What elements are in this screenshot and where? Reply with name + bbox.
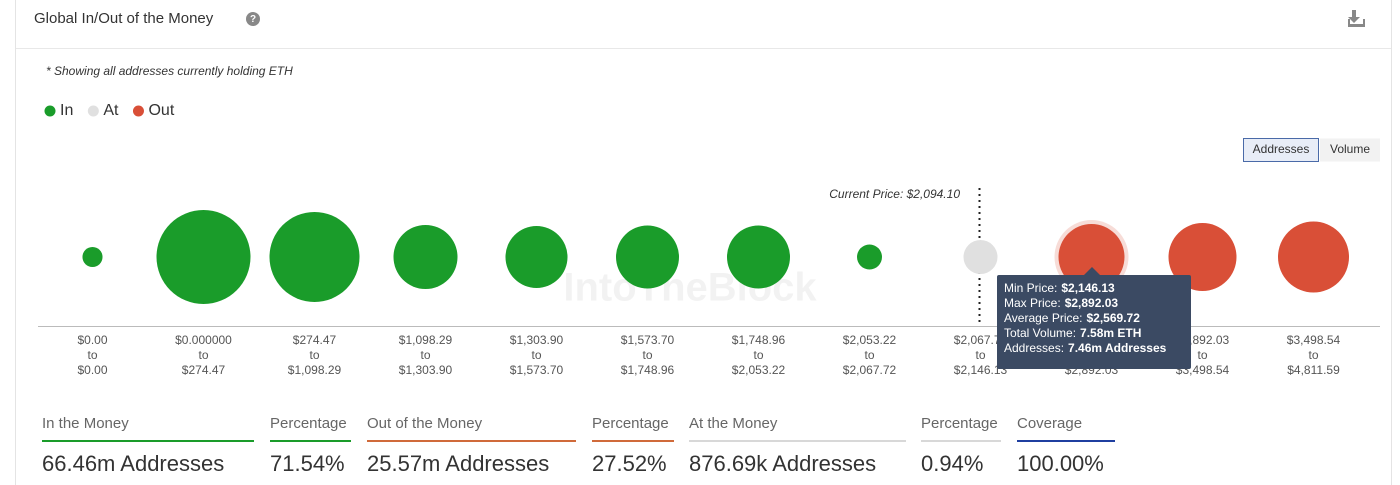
range-from: $274.47: [293, 333, 337, 347]
tooltip-label: Max Price:: [1004, 296, 1061, 310]
tooltip-value: $2,569.72: [1087, 311, 1141, 325]
summary-label: Percentage: [921, 415, 998, 432]
bubble: [1058, 224, 1125, 290]
current-price-label: Current Price: $2,094.10: [829, 187, 960, 201]
tooltip-label: Average Price:: [1004, 311, 1083, 325]
summary-underline: [270, 440, 351, 442]
legend-marker: [87, 105, 99, 117]
note: * Showing all addresses currently holdin…: [46, 64, 293, 78]
toggle-label: Volume: [1330, 142, 1370, 156]
bubble: [615, 225, 680, 289]
widget-title: Global In/Out of the Money: [34, 10, 214, 27]
summary-label: Percentage: [270, 415, 347, 432]
bubble: [726, 225, 791, 289]
bubble: [1168, 223, 1237, 291]
bubble: [857, 244, 882, 270]
bubble: [505, 225, 568, 289]
summary-value: 66.46m Addresses: [42, 451, 224, 476]
tooltip-value: 7.46m Addresses: [1068, 341, 1167, 355]
bubble: [82, 246, 103, 268]
range-joiner: to: [531, 348, 541, 362]
tooltip-value: 7.58m ETH: [1080, 326, 1141, 340]
legend-marker: [44, 105, 56, 117]
svg-text:?: ?: [250, 14, 256, 25]
plot: $0.00to$0.00$0.000000to$274.47$274.47to$…: [77, 209, 1350, 377]
download-icon[interactable]: [1348, 10, 1365, 27]
range-joiner: to: [309, 348, 319, 362]
bubble: [1277, 221, 1350, 293]
range-to: $0.00: [77, 363, 107, 377]
toggle-button[interactable]: [1320, 138, 1380, 162]
range-to: $1,573.70: [510, 363, 564, 377]
summary-label: At the Money: [689, 415, 778, 432]
toggle-label: Addresses: [1253, 142, 1310, 156]
summary-underline: [367, 440, 576, 442]
range-from: $1,098.29: [399, 333, 453, 347]
toggle-button[interactable]: [1243, 138, 1319, 162]
legend-marker: [132, 105, 144, 117]
range-from: $1,303.90: [510, 333, 564, 347]
summary-label: Percentage: [592, 415, 669, 432]
range-from: $0.00: [77, 333, 107, 347]
range-joiner: to: [1197, 348, 1207, 362]
range-to: $2,146.13: [954, 363, 1008, 377]
summary-underline: [42, 440, 254, 442]
summary-label: Coverage: [1017, 415, 1082, 432]
range-to: $2,053.22: [732, 363, 786, 377]
range-to: $4,811.59: [1287, 363, 1340, 377]
summary-underline: [592, 440, 674, 442]
range-joiner: to: [864, 348, 874, 362]
range-from: $2,053.22: [843, 333, 897, 347]
range-joiner: to: [198, 348, 208, 362]
legend: In At Out: [44, 102, 175, 119]
range-to: $274.47: [182, 363, 226, 377]
toggle: Addresses Volume: [1243, 138, 1380, 162]
summary: In the Money 66.46m Addresses Percentage 71…: [42, 415, 1115, 476]
bubble: [393, 224, 458, 290]
summary-value: 0.94%: [921, 451, 983, 476]
summary-value: 71.54%: [270, 451, 345, 476]
bubble: [963, 240, 998, 274]
summary-underline: [921, 440, 1001, 442]
range-to: $1,748.96: [621, 363, 675, 377]
legend-label: In: [60, 102, 73, 119]
summary-label: Out of the Money: [367, 415, 483, 432]
summary-value: 25.57m Addresses: [367, 451, 549, 476]
range-to: $1,098.29: [288, 363, 342, 377]
tooltip-label: Min Price:: [1004, 281, 1057, 295]
tooltip-label: Total Volume:: [1004, 326, 1076, 340]
summary-label: In the Money: [42, 415, 129, 432]
range-from: $1,748.96: [732, 333, 786, 347]
range-joiner: to: [753, 348, 763, 362]
range-from: $1,573.70: [621, 333, 675, 347]
range-joiner: to: [642, 348, 652, 362]
range-to: $2,067.72: [843, 363, 897, 377]
range-joiner: to: [420, 348, 430, 362]
summary-value: 876.69k Addresses: [689, 451, 876, 476]
summary-underline: [689, 440, 906, 442]
tooltip-value: $2,892.03: [1065, 296, 1119, 310]
range-joiner: to: [87, 348, 97, 362]
help-icon[interactable]: ?: [246, 12, 260, 26]
legend-label: At: [103, 102, 119, 119]
summary-underline: [1017, 440, 1115, 442]
range-from: $2,067.72: [954, 333, 1008, 347]
bubble: [156, 209, 251, 305]
summary-value: 100.00%: [1017, 451, 1104, 476]
range-to: $1,303.90: [399, 363, 453, 377]
range-from: $0.000000: [175, 333, 232, 347]
summary-value: 27.52%: [592, 451, 667, 476]
range-joiner: to: [1308, 348, 1318, 362]
legend-label: Out: [148, 102, 174, 119]
range-joiner: to: [975, 348, 985, 362]
bubble: [269, 211, 360, 303]
range-from: $3,498.54: [1287, 333, 1341, 347]
tooltip-label: Addresses:: [1004, 341, 1064, 355]
tooltip-value: $2,146.13: [1061, 281, 1115, 295]
